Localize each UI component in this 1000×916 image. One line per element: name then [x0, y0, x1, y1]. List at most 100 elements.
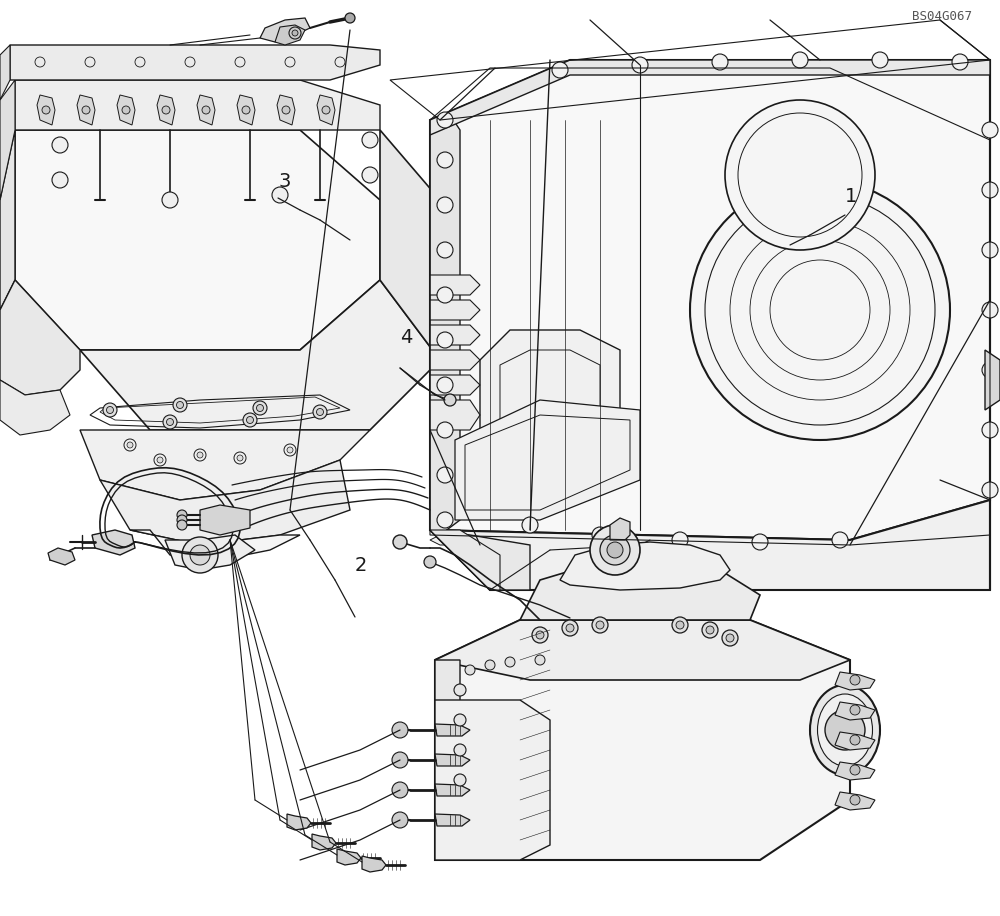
- Circle shape: [632, 57, 648, 73]
- Circle shape: [202, 106, 210, 114]
- Polygon shape: [435, 620, 850, 860]
- Polygon shape: [430, 275, 480, 295]
- Circle shape: [465, 665, 475, 675]
- Text: BS04G067: BS04G067: [912, 10, 972, 23]
- Polygon shape: [430, 400, 480, 430]
- Circle shape: [982, 182, 998, 198]
- Circle shape: [392, 782, 408, 798]
- Polygon shape: [430, 60, 990, 540]
- Polygon shape: [92, 530, 135, 555]
- Polygon shape: [430, 500, 990, 590]
- Polygon shape: [100, 460, 350, 545]
- Polygon shape: [80, 280, 440, 430]
- Polygon shape: [835, 792, 875, 810]
- Circle shape: [566, 624, 574, 632]
- Circle shape: [362, 167, 378, 183]
- Circle shape: [82, 106, 90, 114]
- Polygon shape: [312, 834, 336, 850]
- Polygon shape: [10, 45, 380, 80]
- Circle shape: [106, 407, 114, 413]
- Circle shape: [393, 535, 407, 549]
- Polygon shape: [480, 330, 620, 470]
- Circle shape: [590, 525, 640, 575]
- Polygon shape: [380, 130, 440, 360]
- Polygon shape: [165, 535, 255, 570]
- Circle shape: [52, 172, 68, 188]
- Circle shape: [313, 405, 327, 419]
- Circle shape: [246, 417, 254, 423]
- Polygon shape: [430, 535, 990, 545]
- Polygon shape: [435, 814, 470, 826]
- Polygon shape: [430, 115, 460, 535]
- Circle shape: [600, 535, 630, 565]
- Circle shape: [287, 447, 293, 453]
- Circle shape: [562, 620, 578, 636]
- Circle shape: [752, 534, 768, 550]
- Polygon shape: [15, 80, 380, 130]
- Polygon shape: [430, 375, 480, 395]
- Polygon shape: [15, 130, 380, 350]
- Circle shape: [122, 106, 130, 114]
- Circle shape: [437, 197, 453, 213]
- Polygon shape: [435, 620, 850, 680]
- Circle shape: [672, 617, 688, 633]
- Ellipse shape: [818, 694, 872, 766]
- Circle shape: [485, 660, 495, 670]
- Circle shape: [177, 520, 187, 530]
- Circle shape: [256, 405, 264, 411]
- Polygon shape: [835, 732, 875, 750]
- Circle shape: [982, 362, 998, 378]
- Polygon shape: [835, 762, 875, 780]
- Circle shape: [173, 398, 187, 412]
- Polygon shape: [48, 548, 75, 565]
- Polygon shape: [0, 380, 70, 435]
- Text: 3: 3: [278, 172, 290, 191]
- Circle shape: [345, 13, 355, 23]
- Circle shape: [592, 527, 608, 543]
- Circle shape: [176, 401, 184, 409]
- Circle shape: [437, 467, 453, 483]
- Circle shape: [292, 30, 298, 36]
- Circle shape: [103, 403, 117, 417]
- Circle shape: [454, 684, 466, 696]
- Circle shape: [437, 332, 453, 348]
- Polygon shape: [260, 18, 310, 42]
- Polygon shape: [435, 754, 470, 766]
- Circle shape: [237, 455, 243, 461]
- Circle shape: [850, 765, 860, 775]
- Circle shape: [712, 54, 728, 70]
- Circle shape: [982, 422, 998, 438]
- Circle shape: [505, 657, 515, 667]
- Polygon shape: [157, 95, 175, 125]
- Polygon shape: [337, 849, 361, 865]
- Polygon shape: [362, 856, 386, 872]
- Circle shape: [437, 377, 453, 393]
- Circle shape: [282, 106, 290, 114]
- Circle shape: [592, 617, 608, 633]
- Circle shape: [676, 621, 684, 629]
- Circle shape: [166, 419, 174, 426]
- Polygon shape: [835, 672, 875, 690]
- Circle shape: [424, 556, 436, 568]
- Circle shape: [850, 795, 860, 805]
- Circle shape: [982, 302, 998, 318]
- Circle shape: [437, 112, 453, 128]
- Polygon shape: [430, 530, 530, 590]
- Ellipse shape: [810, 685, 880, 775]
- Circle shape: [322, 106, 330, 114]
- Polygon shape: [277, 95, 295, 125]
- Circle shape: [243, 413, 257, 427]
- Polygon shape: [435, 700, 550, 860]
- Circle shape: [872, 52, 888, 68]
- Circle shape: [850, 705, 860, 715]
- Circle shape: [437, 287, 453, 303]
- Circle shape: [832, 532, 848, 548]
- Circle shape: [454, 744, 466, 756]
- Circle shape: [253, 401, 267, 415]
- Circle shape: [197, 452, 203, 458]
- Polygon shape: [520, 560, 760, 620]
- Polygon shape: [80, 430, 370, 500]
- Circle shape: [42, 106, 50, 114]
- Circle shape: [725, 100, 875, 250]
- Circle shape: [792, 52, 808, 68]
